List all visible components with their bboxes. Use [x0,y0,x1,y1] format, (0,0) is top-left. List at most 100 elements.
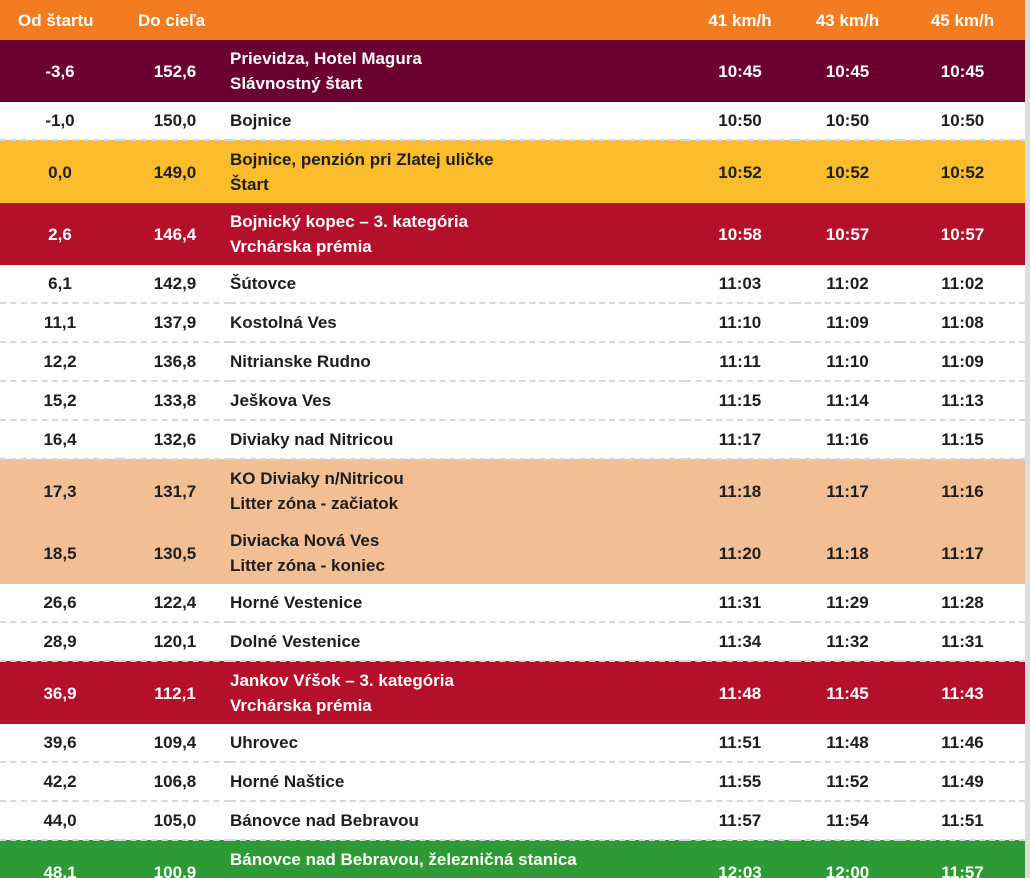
time-45: 11:17 [941,543,984,563]
schedule-row: 18,5 130,5 Diviacka Nová Ves Litter zóna - … [0,522,1025,584]
place-name: Bánovce nad Bebravou [230,811,419,830]
time-41: 10:52 [718,162,762,182]
time-45: 11:57 [941,862,984,878]
time-43: 11:18 [826,543,869,563]
time-43: 11:02 [795,265,900,304]
place-name: Bojnice [230,111,292,130]
time-41: 10:50 [685,102,795,141]
place-cell: Bojnice, penzión pri Zlatej uličke Štart [230,140,685,203]
place-note: Rýchlostná prémia [230,872,685,878]
distance-to-finish: 132,6 [120,420,230,460]
distance-to-finish: 152,6 [153,61,197,81]
schedule-row: 6,1 142,9 Šútovce 11:03 11:02 11:02 [0,265,1025,304]
schedule-row: -3,6 152,6 Prievidza, Hotel Magura Slávnost… [0,40,1025,102]
time-43: 11:17 [826,481,869,501]
time-41: 11:34 [685,622,795,662]
place-cell: Bojnický kopec – 3. kategória Vrchárska p… [230,203,685,265]
distance-to-finish: 112,1 [154,683,196,703]
distance-from-start: 0,0 [48,162,72,182]
place-name: Nitrianske Rudno [230,352,371,371]
place-cell: Bánovce nad Bebravou, železničná stanica… [230,840,685,878]
time-41: 11:31 [685,584,795,623]
time-45: 11:16 [941,481,984,501]
time-43: 10:57 [825,224,870,244]
place-name: Bánovce nad Bebravou, železničná stanica [230,850,577,869]
distance-from-start: 16,4 [0,420,120,460]
place-name: Ješkova Ves [230,391,332,410]
time-45: 11:51 [900,801,1025,841]
header-row: Od štartu Do cieľa 41 km/h 43 km/h 45 km/h [0,0,1025,40]
place-note: Vrchárska prémia [230,237,372,256]
place-cell: Diviacka Nová Ves Litter zóna - koniec [230,522,685,584]
time-41: 11:03 [685,265,795,304]
place-cell: Horné Vestenice [230,584,685,623]
place-name: Diviacka Nová Ves [230,531,380,550]
time-41: 12:03 [718,862,762,878]
distance-to-finish: 149,0 [153,162,197,182]
place-name: Diviaky nad Nitricou [230,430,394,449]
time-43: 11:14 [795,381,900,421]
time-41: 11:51 [685,724,795,763]
time-45: 11:09 [900,342,1025,382]
place-name: Uhrovec [230,733,299,752]
time-43: 10:52 [825,162,870,182]
time-45: 11:02 [900,265,1025,304]
place-name: Bojnice, penzión pri Zlatej uličke [230,150,494,169]
time-41: 11:10 [685,303,795,343]
place-note: Vrchárska prémia [230,696,372,715]
place-cell: Uhrovec [230,724,685,763]
schedule-row: 42,2 106,8 Horné Naštice 11:55 11:52 11:49 [0,762,1025,802]
distance-to-finish: 120,1 [120,622,230,662]
time-45: 10:50 [900,102,1025,141]
distance-to-finish: 150,0 [120,102,230,141]
time-41: 11:11 [685,342,795,382]
time-41: 11:48 [718,683,762,703]
place-name: Šútovce [230,274,297,293]
time-43: 11:10 [795,342,900,382]
distance-from-start: 15,2 [0,381,120,421]
time-43: 11:29 [795,584,900,623]
time-45: 11:46 [900,724,1025,763]
schedule-row: 16,4 132,6 Diviaky nad Nitricou 11:17 11:16 1… [0,420,1025,460]
time-41: 11:57 [685,801,795,841]
schedule-row: 39,6 109,4 Uhrovec 11:51 11:48 11:46 [0,724,1025,763]
distance-from-start: 17,3 [43,481,77,501]
time-45: 11:15 [900,420,1025,460]
time-43: 11:45 [826,683,869,703]
schedule-row: 0,0 149,0 Bojnice, penzión pri Zlatej ulič… [0,140,1025,203]
place-note: Litter zóna - koniec [230,556,385,575]
time-43: 11:16 [795,420,900,460]
place-cell: Jankov Vŕšok – 3. kategória Vrchárska pré… [230,661,685,724]
schedule-row: 17,3 131,7 KO Diviaky n/Nitricou Litter zón… [0,459,1025,522]
place-note: Slávnostný štart [230,74,363,93]
distance-to-finish: 133,8 [120,381,230,421]
time-45: 11:49 [900,762,1025,802]
place-name: Horné Naštice [230,772,345,791]
distance-from-start: 39,6 [0,724,120,763]
distance-to-finish: 106,8 [120,762,230,802]
distance-to-finish: 122,4 [120,584,230,623]
place-name: KO Diviaky n/Nitricou [230,469,404,488]
schedule-row: 36,9 112,1 Jankov Vŕšok – 3. kategória Vrch… [0,661,1025,724]
place-name: Kostolná Ves [230,313,337,332]
distance-from-start: -3,6 [45,61,75,81]
distance-to-finish: 136,8 [120,342,230,382]
distance-from-start: 18,5 [43,543,77,563]
time-45: 10:52 [940,162,985,182]
place-note: Litter zóna - začiatok [230,494,399,513]
time-41: 11:17 [685,420,795,460]
header-cell: Od štartu [18,10,94,30]
time-45: 10:57 [940,224,985,244]
time-41: 11:15 [685,381,795,421]
distance-to-finish: 105,0 [120,801,230,841]
place-name: Prievidza, Hotel Magura [230,49,422,68]
place-name: Jankov Vŕšok – 3. kategória [230,671,454,690]
distance-from-start: 28,9 [0,622,120,662]
schedule-row: 11,1 137,9 Kostolná Ves 11:10 11:09 11:08 [0,303,1025,343]
distance-from-start: 11,1 [0,303,120,343]
time-45: 11:28 [900,584,1025,623]
time-41: 11:20 [718,543,762,563]
time-43: 11:48 [795,724,900,763]
place-cell: Nitrianske Rudno [230,342,685,382]
